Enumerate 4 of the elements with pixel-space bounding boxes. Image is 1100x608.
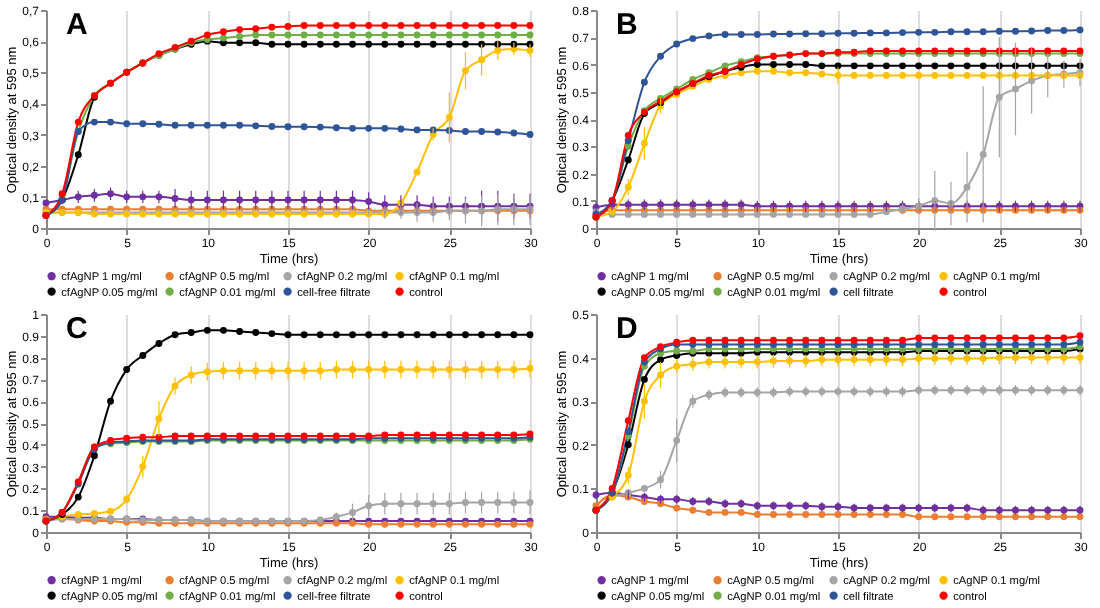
chart-title: B	[616, 8, 638, 42]
chart-title: A	[66, 8, 88, 42]
chart-title: C	[66, 312, 88, 346]
chart-title: D	[616, 312, 638, 346]
